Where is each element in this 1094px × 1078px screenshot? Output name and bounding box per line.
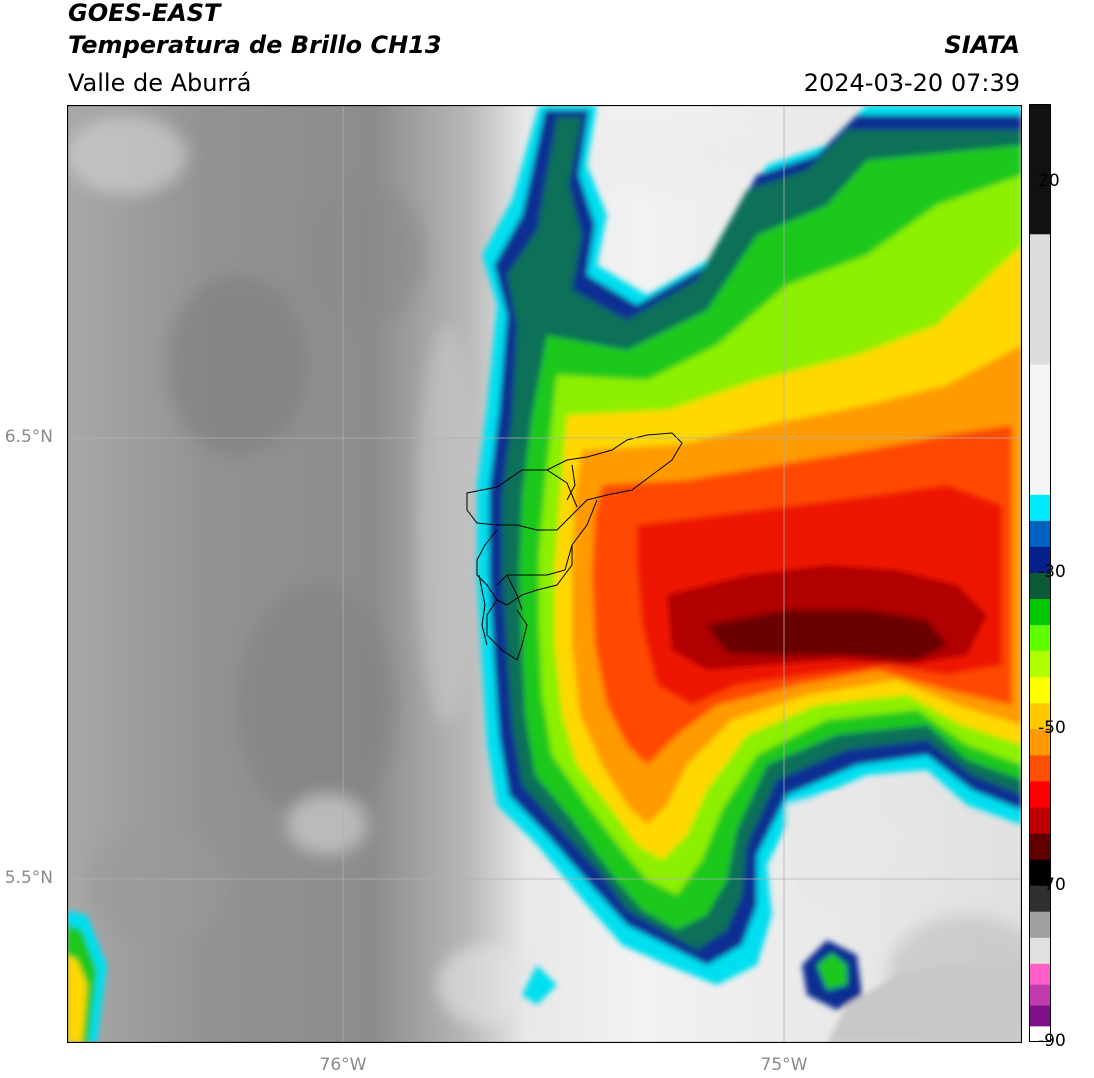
colorbar-swatch [1029,755,1051,783]
colorbar-swatch [1029,651,1051,678]
cold-cloud-layer [67,105,1022,1043]
colorbar-swatch [1029,494,1051,522]
temperature-colorbar [1029,104,1051,1046]
colorbar-swatch [1029,677,1051,704]
colorbar-swatch [1029,963,1051,986]
colorbar-swatch [1029,937,1051,965]
colorbar-swatch [1029,104,1051,235]
satellite-title: GOES-EAST [68,0,221,27]
colorbar-swatch [1029,859,1051,887]
colorbar-swatch [1029,911,1051,939]
colorbar-tick-label: 20 [1038,171,1060,192]
organization-label: SIATA [944,31,1020,59]
colorbar-swatch [1029,1026,1051,1035]
colorbar-swatch [1029,807,1051,835]
product-title: Temperatura de Brillo CH13 [68,31,442,59]
colorbar-swatch [1029,599,1051,626]
colorbar-swatch [1029,703,1051,730]
colorbar-swatch [1029,781,1051,809]
colorbar-tick-label: -90 [1038,1031,1066,1051]
longitude-label: 75°W [760,1055,808,1075]
map-frame [67,105,1022,1043]
colorbar-swatch [1029,364,1051,496]
colorbar-swatch [1029,729,1051,756]
latitude-label: 6.5°N [4,427,53,447]
colorbar-swatch [1029,833,1051,861]
colorbar-swatch [1029,520,1051,548]
colorbar-swatch [1029,885,1051,913]
colorbar-swatch [1029,234,1051,366]
timestamp-label: 2024-03-20 07:39 [803,69,1020,97]
municipal-boundaries [466,432,683,661]
colorbar-swatch [1029,1005,1051,1027]
colorbar-swatch [1029,1034,1051,1043]
colorbar-tick-label: -70 [1038,874,1066,895]
colorbar-swatch [1029,573,1051,600]
colorbar-swatch [1029,625,1051,652]
latitude-label: 5.5°N [4,868,53,888]
longitude-label: 76°W [319,1055,367,1075]
region-label: Valle de Aburrá [68,69,252,97]
colorbar-swatch [1029,984,1051,1007]
colorbar-swatch [1029,546,1051,574]
brightness-temperature-map [67,105,1022,1043]
colorbar-tick-label: -50 [1038,718,1066,739]
colorbar-tick-label: -30 [1038,562,1066,582]
graticule [67,105,1022,1043]
